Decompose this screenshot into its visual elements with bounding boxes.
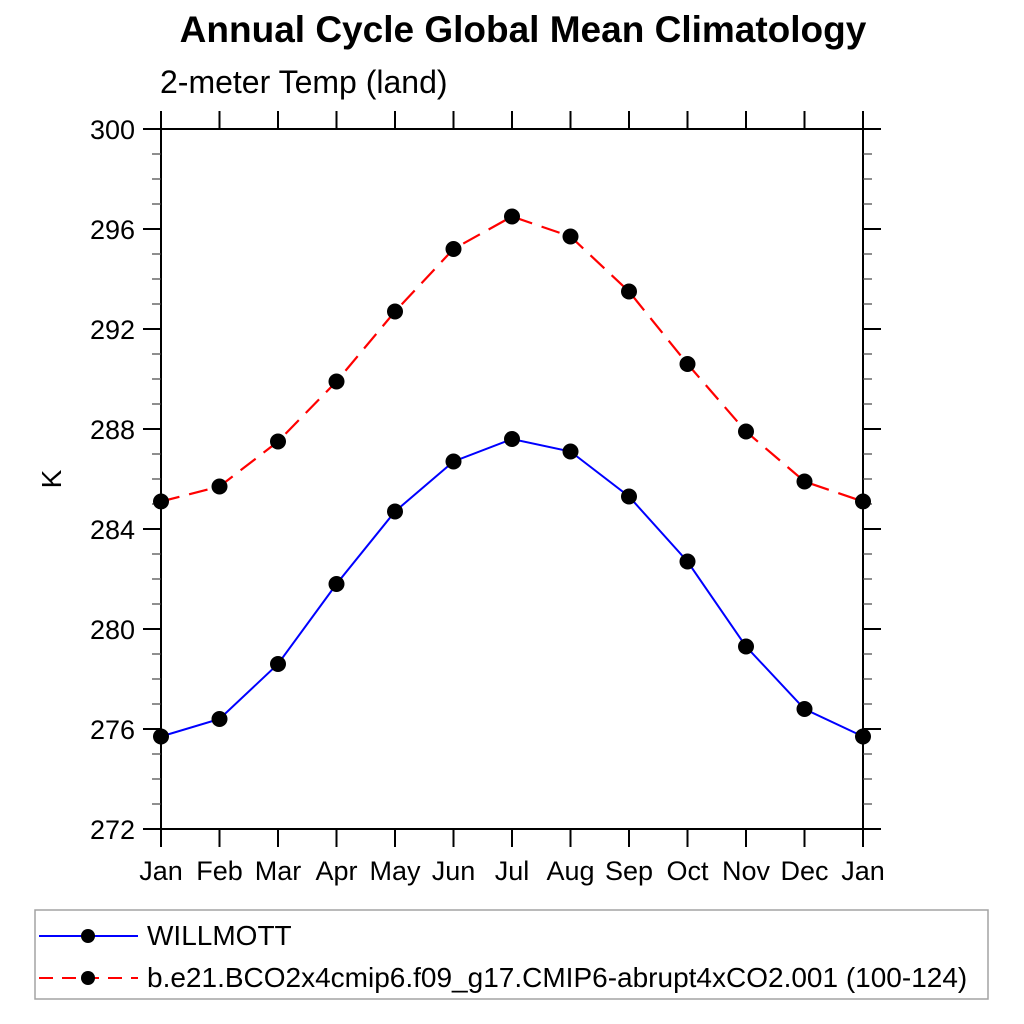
data-point-marker bbox=[679, 356, 696, 372]
data-point-marker bbox=[153, 728, 169, 745]
y-tick-label: 284 bbox=[90, 515, 135, 545]
legend-marker-icon bbox=[81, 971, 95, 985]
legend-label-model-run: b.e21.BCO2x4cmip6.f09_g17.CMIP6-abrupt4x… bbox=[147, 962, 967, 993]
data-point-marker bbox=[153, 493, 169, 510]
series-line-0 bbox=[160, 437, 864, 738]
x-tick-label: Oct bbox=[666, 856, 709, 886]
data-point-marker bbox=[738, 638, 754, 655]
data-point-marker bbox=[211, 711, 228, 727]
x-tick-label: May bbox=[369, 856, 421, 886]
data-point-marker bbox=[387, 503, 403, 520]
chart-title: Annual Cycle Global Mean Climatology bbox=[179, 9, 867, 50]
data-point-marker bbox=[562, 443, 579, 460]
x-tick-label: Mar bbox=[255, 856, 302, 886]
y-tick-label: 292 bbox=[90, 315, 135, 345]
data-point-marker bbox=[504, 208, 520, 225]
data-point-marker bbox=[445, 241, 462, 257]
axes: 272 276 280 284 288 292 296 300 Jan Feb Mar Apr May J… bbox=[90, 111, 885, 886]
x-tick-label: Jun bbox=[432, 856, 476, 886]
x-tick-label: Sep bbox=[605, 856, 653, 886]
legend-entry-model-run: b.e21.BCO2x4cmip6.f09_g17.CMIP6-abrupt4x… bbox=[39, 962, 967, 993]
legend-label-willmott: WILLMOTT bbox=[147, 920, 292, 951]
plot-frame bbox=[160, 128, 864, 830]
legend-box bbox=[34, 909, 989, 1000]
series-line-1 bbox=[160, 215, 864, 503]
legend: WILLMOTT b.e21.BCO2x4cmip6.f09_g17.CMIP6… bbox=[34, 909, 989, 1000]
data-point-marker bbox=[562, 228, 579, 245]
x-tick-label: Apr bbox=[315, 856, 357, 886]
chart-subtitle: 2-meter Temp (land) bbox=[160, 64, 448, 100]
legend-entry-willmott: WILLMOTT bbox=[39, 920, 292, 951]
data-point-marker bbox=[738, 423, 754, 440]
y-tick-label: 300 bbox=[90, 115, 135, 145]
y-tick-label: 296 bbox=[90, 215, 135, 245]
data-point-marker bbox=[211, 478, 228, 495]
y-axis-unit-label: K bbox=[36, 469, 67, 488]
y-tick-label: 288 bbox=[90, 415, 135, 445]
data-point-marker bbox=[270, 656, 286, 672]
data-point-marker bbox=[328, 373, 345, 390]
data-point-marker bbox=[387, 303, 403, 320]
data-point-marker bbox=[621, 488, 637, 505]
x-tick-label: Aug bbox=[546, 856, 594, 886]
data-point-marker bbox=[621, 283, 637, 300]
data-series bbox=[153, 208, 871, 745]
data-point-marker bbox=[679, 553, 696, 570]
y-tick-label: 280 bbox=[90, 615, 135, 645]
y-tick-label: 276 bbox=[90, 715, 135, 745]
data-point-marker bbox=[504, 431, 520, 447]
x-tick-label: Dec bbox=[780, 856, 828, 886]
x-tick-label: Jan bbox=[139, 856, 183, 886]
y-tick-label: 272 bbox=[90, 815, 135, 845]
x-tick-label: Jan bbox=[841, 856, 885, 886]
data-point-marker bbox=[445, 453, 462, 470]
data-point-marker bbox=[855, 493, 871, 510]
data-point-marker bbox=[855, 728, 871, 745]
data-point-marker bbox=[270, 433, 286, 450]
x-tick-label: Feb bbox=[196, 856, 243, 886]
data-point-marker bbox=[328, 576, 345, 592]
data-point-marker bbox=[796, 701, 813, 717]
data-point-marker bbox=[796, 473, 813, 490]
x-tick-label: Jul bbox=[495, 856, 530, 886]
legend-marker-icon bbox=[81, 929, 95, 943]
x-tick-label: Nov bbox=[722, 856, 771, 886]
